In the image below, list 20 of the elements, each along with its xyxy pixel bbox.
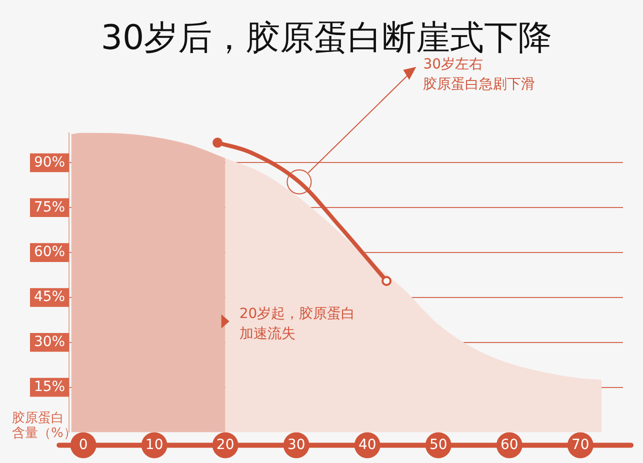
y-tick-label: 15% bbox=[34, 378, 66, 395]
x-tick-label: 40 bbox=[358, 437, 376, 454]
y-tick-label: 90% bbox=[34, 154, 66, 170]
x-tick-label: 60 bbox=[500, 437, 518, 454]
x-tick-label: 10 bbox=[145, 437, 164, 454]
y-axis-title: 胶原蛋白含量（%） bbox=[12, 411, 76, 442]
y-tick-label: 45% bbox=[34, 289, 66, 306]
annotation: 20岁起，胶原蛋白加速流失 bbox=[239, 306, 356, 342]
y-tick-label: 60% bbox=[34, 244, 66, 260]
text: 30岁左右胶原蛋白急剧下滑 bbox=[423, 56, 536, 93]
y-tick-label: 30% bbox=[34, 334, 66, 350]
x-tick-label: 0 bbox=[78, 437, 88, 454]
x-tick-label: 50 bbox=[429, 437, 448, 454]
x-tick-label: 70 bbox=[571, 437, 590, 454]
point bbox=[382, 276, 392, 286]
x-tick-label: 20 bbox=[216, 437, 234, 454]
y-tick-label: 75% bbox=[34, 199, 66, 216]
point bbox=[212, 138, 223, 148]
chart-title: 30岁后，胶原蛋白断崖式下降 bbox=[100, 18, 552, 58]
x-tick-label: 30 bbox=[287, 437, 306, 454]
